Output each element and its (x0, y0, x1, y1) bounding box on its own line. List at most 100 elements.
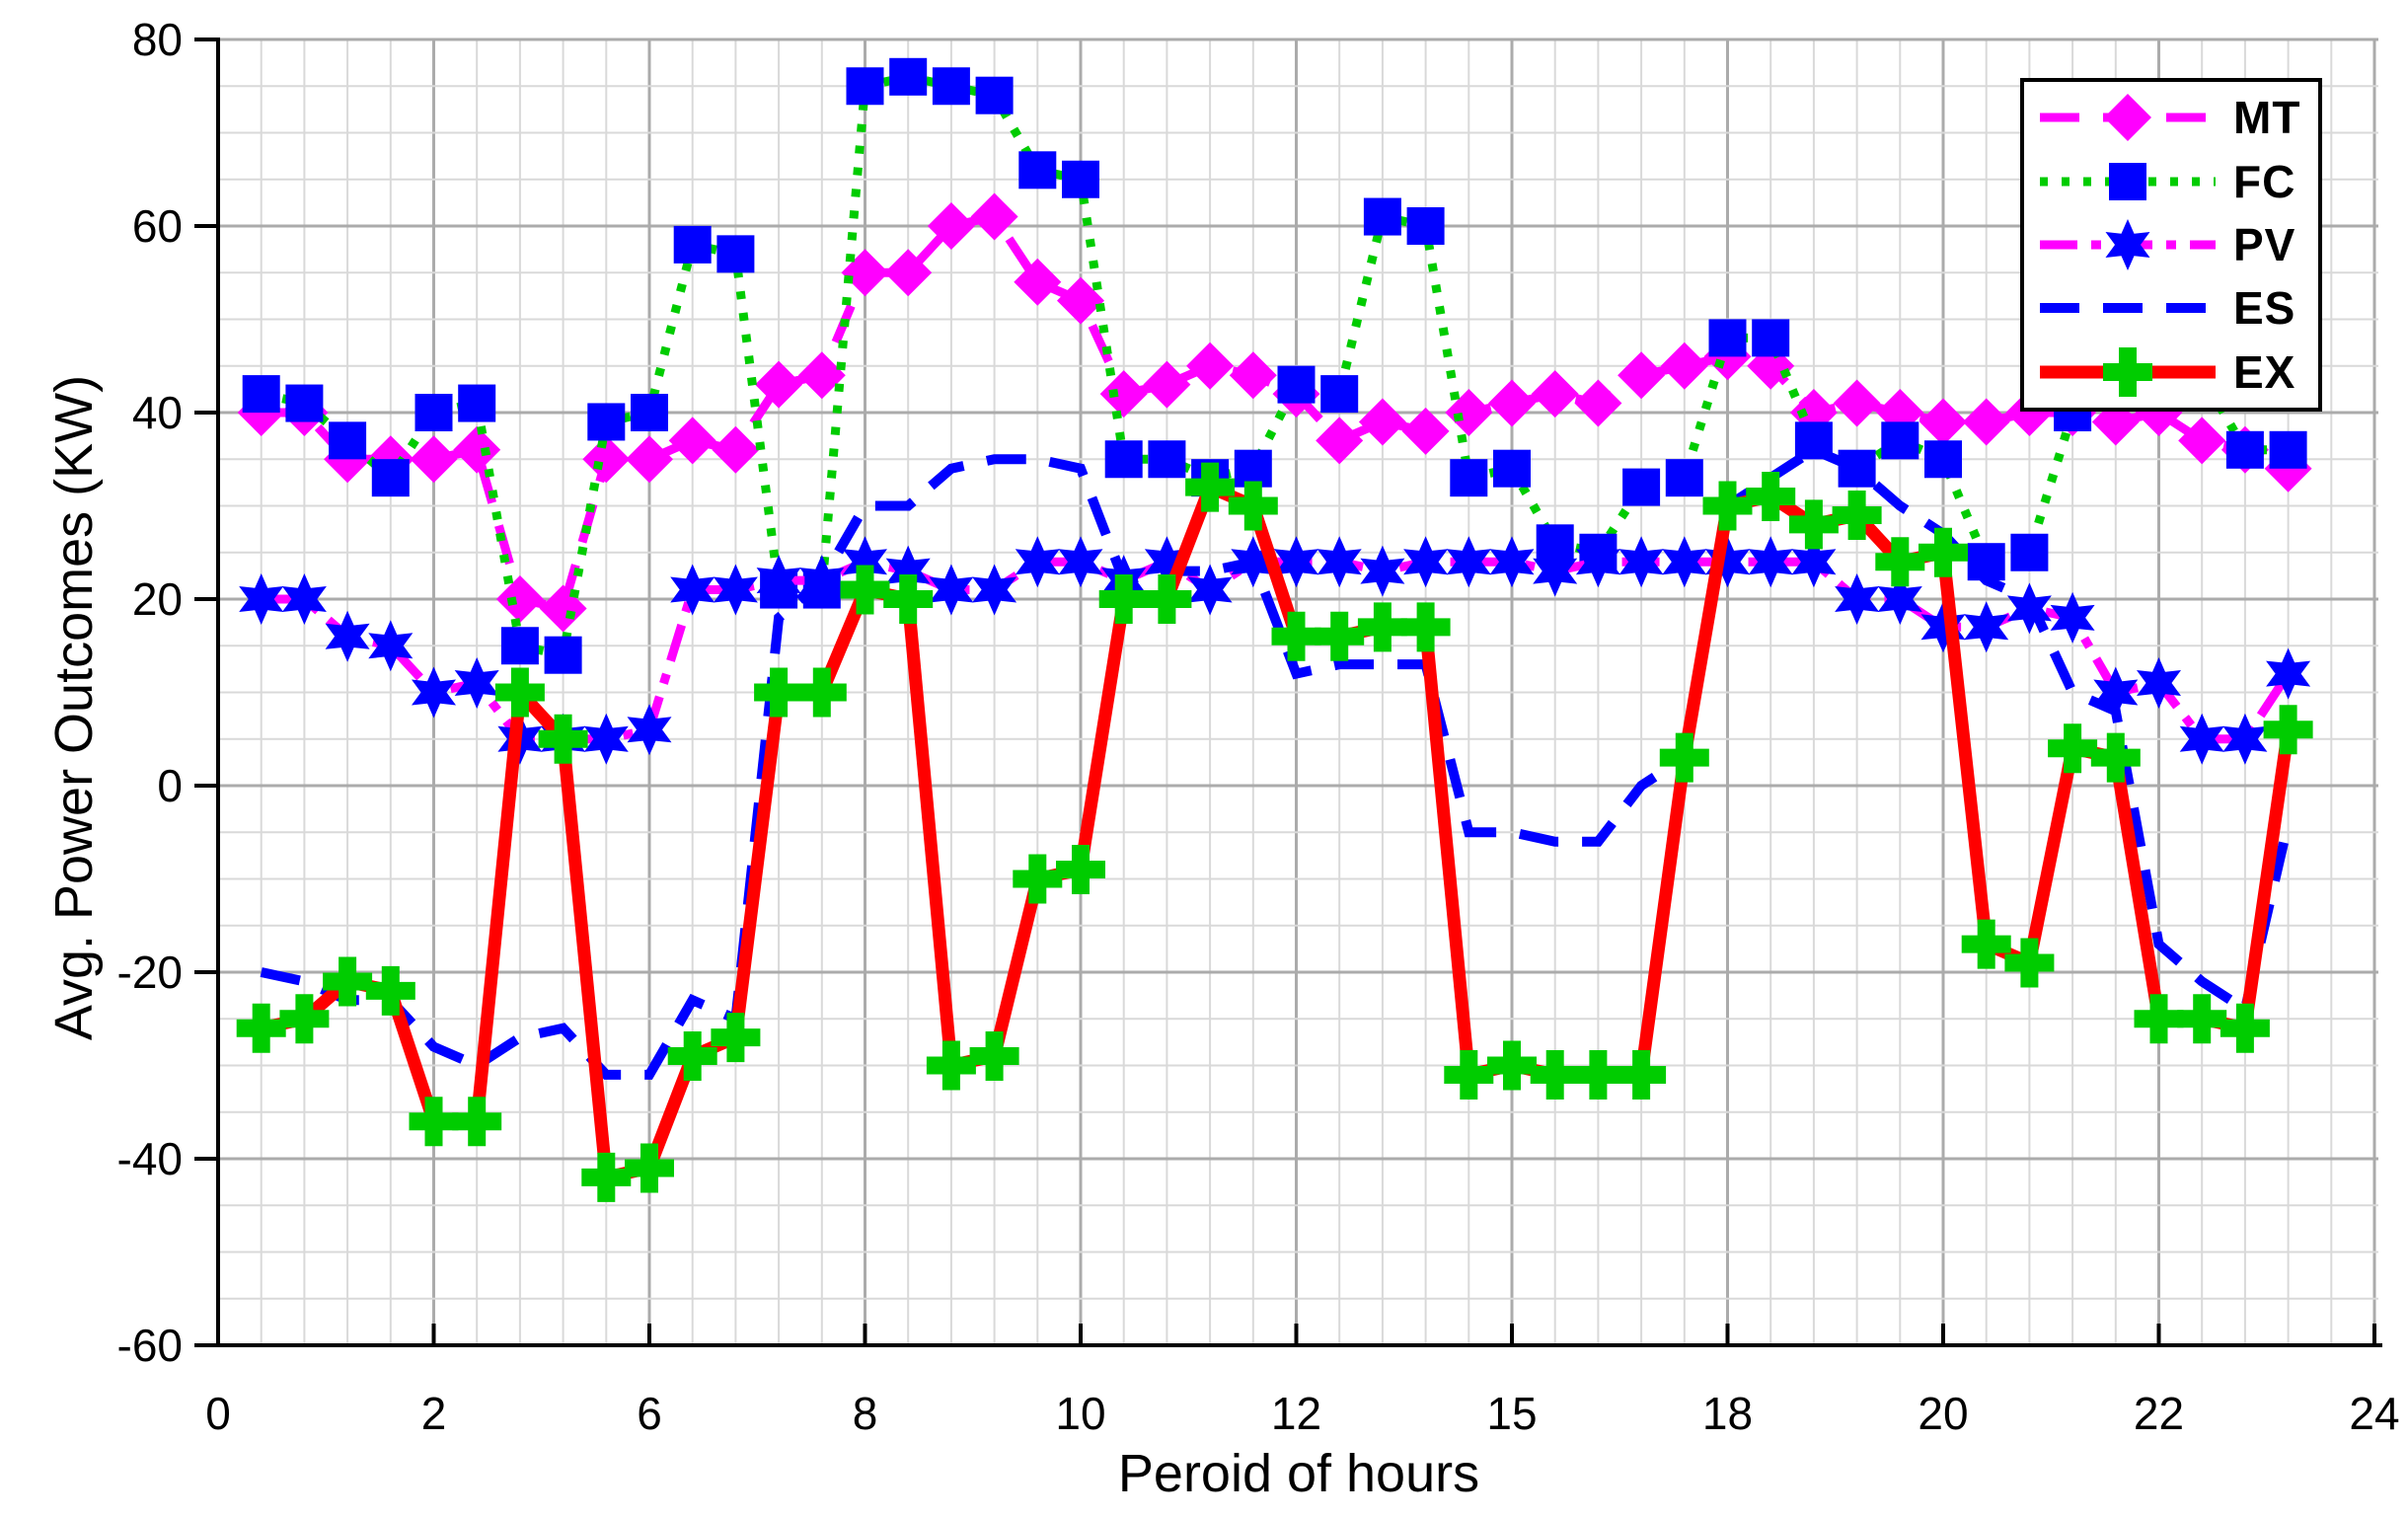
plus-marker (1617, 1049, 1667, 1100)
x-tick-label: 12 (1271, 1388, 1321, 1439)
plus-marker (625, 1143, 674, 1193)
legend-item-FC: FC (2024, 151, 2318, 212)
plus-marker (1142, 574, 1192, 624)
diamond-marker (1057, 276, 1104, 325)
plus-marker (1702, 481, 1753, 531)
diamond-marker (1358, 398, 1406, 446)
hexagram-marker (2093, 666, 2139, 719)
legend-label-PV: PV (2233, 218, 2296, 270)
legend-item-MT: MT (2024, 87, 2318, 148)
square-marker (1665, 459, 1703, 497)
plus-marker (1530, 1049, 1580, 1100)
x-tick-label: 8 (853, 1388, 878, 1439)
hexagram-marker (2137, 657, 2181, 709)
square-marker (458, 384, 496, 422)
plus-marker (1013, 854, 1063, 904)
legend-item-ES: ES (2024, 277, 2318, 339)
diamond-marker (668, 417, 716, 465)
plus-marker (1271, 611, 1321, 661)
plus-marker (1875, 537, 1925, 587)
diamond-marker (1919, 398, 1967, 446)
plus-marker (2177, 994, 2227, 1044)
plus-marker (2004, 938, 2055, 988)
hexagram-marker (1618, 536, 1664, 588)
x-tick-label: 10 (1055, 1388, 1105, 1439)
square-marker (889, 57, 928, 96)
plus-marker (2090, 732, 2141, 783)
hexagram-marker (1058, 536, 1103, 588)
plus-marker (279, 994, 330, 1044)
hexagram-marker (1446, 536, 1491, 588)
y-tick-label: -40 (117, 1133, 183, 1184)
hexagram-marker (325, 610, 370, 662)
hexagram-marker (670, 564, 715, 616)
square-marker (1363, 197, 1401, 236)
diamond-marker (1143, 360, 1191, 409)
x-tick-label: 6 (637, 1388, 662, 1439)
square-marker (544, 636, 582, 674)
x-tick-label: 22 (2134, 1388, 2184, 1439)
legend-line-sample-PV (2040, 218, 2216, 270)
diamond-marker (1531, 370, 1579, 418)
x-tick-label: 24 (2349, 1388, 2399, 1439)
hexagram-marker (1791, 536, 1837, 588)
hexagram-marker (627, 704, 672, 756)
plus-marker (1098, 574, 1149, 624)
diamond-marker (2104, 94, 2151, 142)
diamond-marker (495, 575, 544, 623)
diamond-marker (626, 435, 673, 484)
legend-label-MT: MT (2233, 92, 2301, 144)
plus-marker (754, 667, 804, 718)
legend-line-sample-EX (2040, 346, 2216, 397)
square-marker (975, 76, 1014, 114)
plus-marker (1487, 1040, 1537, 1091)
plus-marker (2103, 346, 2152, 397)
diamond-marker (582, 435, 631, 484)
legend-line-sample-MT (2040, 94, 2216, 142)
square-marker (1148, 440, 1186, 479)
plus-marker (1185, 462, 1236, 512)
hexagram-marker (1920, 601, 1966, 653)
diamond-marker (1574, 379, 1622, 427)
square-marker (1622, 468, 1661, 506)
plus-marker (1788, 499, 1839, 550)
diamond-marker (1401, 407, 1450, 455)
plus-marker (1659, 732, 1709, 783)
square-marker (716, 235, 755, 273)
x-tick-label: 15 (1486, 1388, 1537, 1439)
hexagram-marker (1575, 536, 1620, 588)
plus-marker (538, 714, 588, 764)
diamond-marker (797, 351, 846, 400)
plus-marker (883, 574, 934, 624)
legend-line-sample-FC (2040, 162, 2216, 200)
plus-marker (1228, 481, 1278, 531)
plus-marker (711, 1013, 761, 1063)
diamond-marker (1833, 379, 1881, 427)
series-line-EX (260, 478, 2295, 1185)
diamond-marker (712, 425, 760, 474)
diamond-marker (1316, 417, 1364, 465)
hexagram-marker (1403, 536, 1449, 588)
diamond-marker (1488, 379, 1536, 427)
hexagram-marker (1144, 536, 1189, 588)
x-tick-label: 0 (205, 1388, 231, 1439)
diamond-marker (1186, 342, 1235, 390)
square-marker (1752, 319, 1790, 357)
square-marker (1018, 151, 1057, 190)
plus-marker (1400, 602, 1451, 652)
square-marker (2109, 162, 2146, 200)
plus-marker (236, 1003, 286, 1053)
hexagram-marker (1877, 573, 1922, 625)
plus-marker (1444, 1049, 1494, 1100)
diamond-marker (453, 425, 501, 474)
hexagram-marker (1489, 536, 1535, 588)
square-marker (1320, 375, 1359, 414)
plus-marker (926, 1040, 976, 1091)
square-marker (1493, 449, 1531, 488)
hexagram-marker (1317, 536, 1362, 588)
hexagram-marker (454, 657, 499, 709)
diamond-marker (884, 249, 933, 297)
y-tick-label: -20 (117, 947, 183, 998)
plus-marker (667, 1031, 717, 1082)
